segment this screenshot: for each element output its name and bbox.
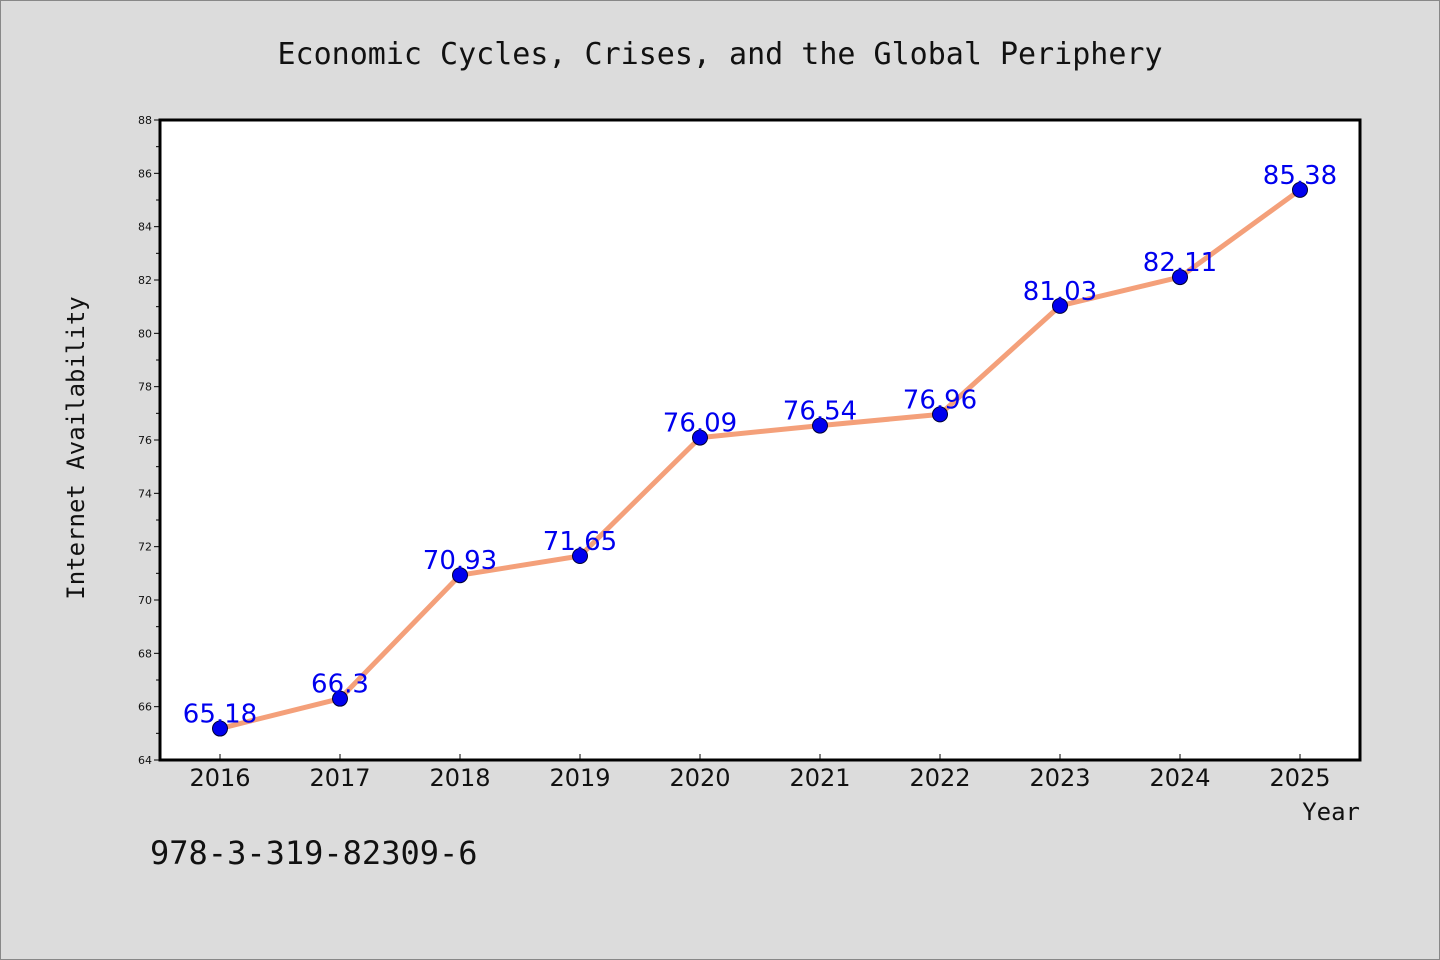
data-label: 81.03: [1023, 277, 1097, 307]
plot-area: [158, 118, 1362, 762]
data-point: [1292, 181, 1308, 198]
y-tick-label: 78: [138, 381, 152, 394]
y-tick-label: 84: [138, 221, 152, 234]
data-label: 71.65: [543, 527, 617, 557]
data-point: [1172, 269, 1188, 286]
y-tick-label: 66: [138, 701, 152, 714]
x-tick-label: 2022: [909, 764, 970, 792]
x-tick-label: 2019: [549, 764, 610, 792]
isbn-footer: 978-3-319-82309-6: [150, 834, 478, 872]
x-tick-label: 2024: [1149, 764, 1210, 792]
y-tick-label: 72: [138, 541, 152, 554]
data-label: 76.09: [663, 409, 737, 439]
y-tick-label: 80: [138, 327, 152, 340]
x-tick-label: 2018: [429, 764, 490, 792]
data-label: 65.18: [183, 700, 257, 730]
y-tick-label: 82: [138, 274, 152, 287]
data-point: [452, 567, 468, 584]
data-point: [692, 429, 708, 446]
y-tick-label: 88: [138, 114, 152, 127]
y-tick-label: 70: [138, 594, 152, 607]
x-tick-label: 2020: [669, 764, 730, 792]
series-line: [217, 187, 1303, 732]
data-point: [812, 417, 828, 434]
x-axis: 2016 2017 2018 2019 2020 2021 2022 2023 2024 2025: [189, 754, 1331, 792]
x-tick-label: 2025: [1269, 764, 1330, 792]
y-tick-label: 76: [138, 434, 152, 447]
y-tick-label: 86: [138, 167, 152, 180]
data-label: 85.38: [1263, 161, 1337, 191]
x-tick-label: 2023: [1029, 764, 1090, 792]
y-tick-label: 74: [138, 487, 152, 500]
data-label: 82.11: [1143, 248, 1217, 278]
chart-title: Economic Cycles, Crises, and the Global …: [277, 37, 1162, 72]
data-label: 66.3: [311, 670, 369, 700]
x-tick-label: 2016: [189, 764, 250, 792]
y-axis: 64 66 68 70 72 74 76 78 80 82 84 86 88: [138, 114, 160, 767]
data-label: 70.93: [423, 546, 497, 576]
data-point: [1052, 297, 1068, 314]
data-label: 76.54: [783, 397, 857, 427]
y-tick-label: 68: [138, 647, 152, 660]
series-layer: 65.18 66.3 70.93 71.65 76.09 76.54 76.96 81.03 8…: [183, 161, 1337, 737]
y-axis-title: Internet Availability: [62, 296, 90, 599]
data-point: [932, 406, 948, 423]
data-point: [572, 548, 588, 564]
data-label: 76.96: [903, 385, 977, 415]
y-tick-label: 64: [138, 754, 152, 767]
x-axis-title: Year: [1302, 798, 1360, 826]
x-tick-label: 2017: [309, 764, 370, 792]
data-point: [212, 720, 228, 737]
data-point: [332, 690, 348, 707]
x-tick-label: 2021: [789, 764, 850, 792]
